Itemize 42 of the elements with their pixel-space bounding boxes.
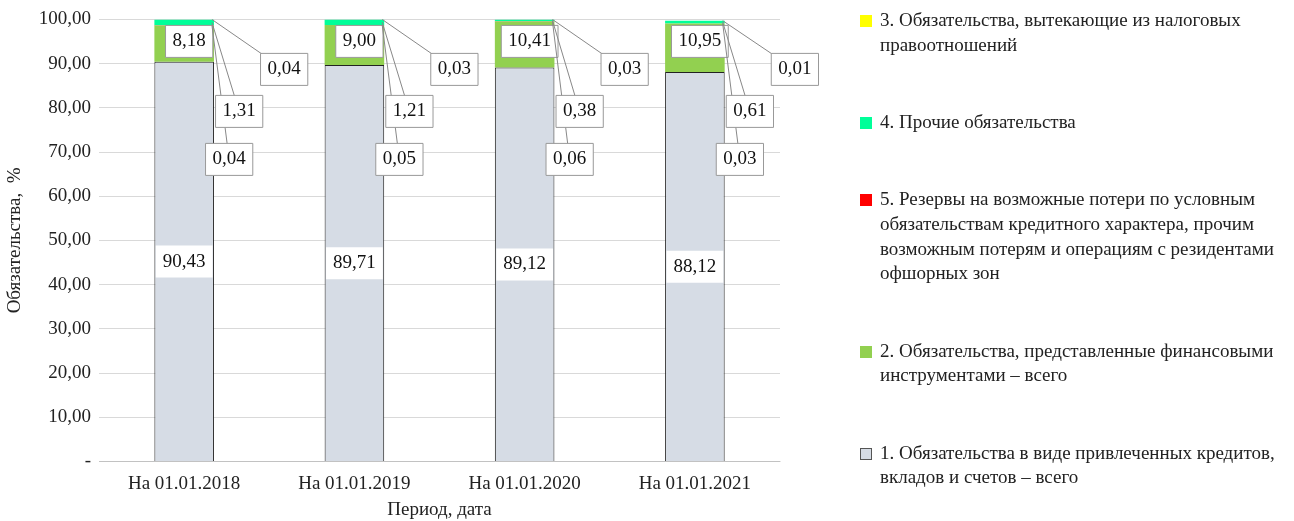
legend-label: 1. Обязательства в виде привлеченных кредитов, вкладов и счетов – всего: [880, 440, 1276, 490]
data-label: 0,61: [733, 99, 767, 121]
data-label: 0,06: [553, 147, 587, 169]
data-label: 9,00: [342, 29, 377, 51]
data-label: 0,38: [563, 99, 597, 121]
data-label: 0,03: [723, 147, 757, 169]
data-label: 8,18: [172, 29, 206, 51]
y-tick-label: 100,00: [38, 7, 92, 29]
x-tick-label: На 01.01.2019: [298, 471, 411, 493]
data-label: 89,12: [503, 252, 547, 274]
y-tick-label: 50,00: [48, 228, 92, 250]
y-tick-label: -: [84, 449, 92, 471]
data-label: 10,95: [678, 29, 722, 51]
y-tick-label: 80,00: [48, 95, 92, 117]
data-label: 88,12: [673, 254, 717, 276]
data-label: 1,21: [392, 99, 427, 121]
y-tick-label: 10,00: [48, 405, 92, 427]
x-tick-label: На 01.01.2020: [468, 471, 581, 493]
legend-label: 5. Резервы на возможные потери по условным обязательствам кредитного характера, прочим возможным потерям и операциям с резидентами офшорных зон: [880, 187, 1275, 286]
y-tick-label: 70,00: [48, 139, 92, 161]
data-label: 0,05: [382, 147, 417, 169]
y-tick-label: 20,00: [48, 360, 92, 382]
y-tick-label: 40,00: [48, 272, 92, 294]
x-tick-label: На 01.01.2021: [638, 471, 752, 493]
y-tick-label: 60,00: [48, 184, 92, 206]
data-label: 10,41: [508, 29, 552, 51]
legend-label: 2. Обязательства, представленные финансовыми инструментами – всего: [880, 338, 1275, 388]
y-axis-title: Обязательства, %: [3, 167, 25, 314]
x-tick-label: На 01.01.2018: [127, 471, 241, 493]
x-axis-title: Период, дата: [387, 497, 493, 519]
data-label: 0,04: [212, 147, 247, 169]
legend-label: 3. Обязательства, вытекающие из налоговых правоотношений: [880, 8, 1242, 57]
data-label: 0,03: [608, 57, 642, 79]
legend-label: 4. Прочие обязательства: [880, 110, 1076, 134]
data-label: 1,31: [222, 99, 256, 121]
y-tick-label: 30,00: [48, 316, 92, 338]
data-label: 0,04: [267, 57, 302, 79]
data-label: 0,03: [437, 57, 472, 79]
y-tick-label: 90,00: [48, 51, 92, 73]
data-label: 89,71: [333, 251, 376, 273]
data-label: 90,43: [162, 249, 206, 271]
data-label: 0,01: [778, 57, 812, 79]
